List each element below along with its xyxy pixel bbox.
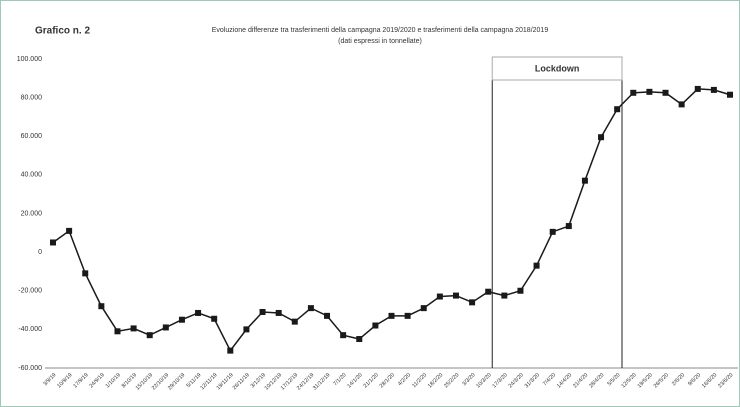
point [146, 332, 153, 339]
point [211, 315, 218, 322]
point [581, 177, 588, 184]
point [501, 292, 508, 299]
point [114, 328, 121, 335]
point [710, 86, 717, 93]
y-tick-label: 100.000 [17, 56, 42, 63]
point [533, 262, 540, 269]
point [324, 312, 331, 319]
point [420, 305, 427, 312]
point [356, 336, 363, 343]
chart-title: Grafico n. 2 [35, 26, 90, 37]
point [291, 318, 298, 325]
point [646, 88, 653, 95]
point [66, 227, 73, 234]
y-tick-label: 40.000 [21, 172, 43, 179]
y-tick-label: 80.000 [21, 94, 43, 101]
y-tick-label: 0 [38, 249, 42, 256]
point [727, 91, 733, 98]
point [549, 228, 556, 235]
point [195, 309, 202, 316]
annotation: Lockdown [535, 63, 580, 73]
chart-subtitle: Evoluzione differenze tra trasferimenti … [212, 27, 549, 34]
point [227, 347, 234, 354]
point [307, 305, 314, 312]
point [178, 316, 185, 323]
point [372, 322, 379, 329]
point [565, 223, 572, 230]
point [50, 239, 56, 246]
point [678, 101, 685, 108]
point [243, 326, 250, 333]
y-tick-label: -60.000 [18, 365, 42, 372]
point [485, 288, 492, 295]
y-tick-label: 20.000 [21, 210, 43, 217]
point [517, 287, 524, 294]
lockdown-box [491, 56, 623, 81]
point [404, 312, 411, 319]
point [598, 134, 605, 141]
point [614, 106, 621, 113]
y-tick-label: 60.000 [21, 133, 43, 140]
point [630, 89, 637, 96]
point [340, 332, 347, 339]
point [436, 293, 443, 300]
point [98, 303, 105, 310]
point [694, 85, 701, 92]
point [388, 312, 395, 319]
point [162, 324, 169, 331]
y-tick-label: -20.000 [18, 288, 42, 295]
point [259, 308, 266, 315]
y-tick-label: -40.000 [18, 326, 42, 333]
point [469, 299, 476, 306]
point [662, 89, 669, 96]
chart-subtitle: (dati espressi in tonnellate) [338, 38, 422, 45]
point [452, 292, 459, 299]
point [82, 270, 89, 277]
point [275, 309, 282, 316]
point [130, 325, 137, 332]
